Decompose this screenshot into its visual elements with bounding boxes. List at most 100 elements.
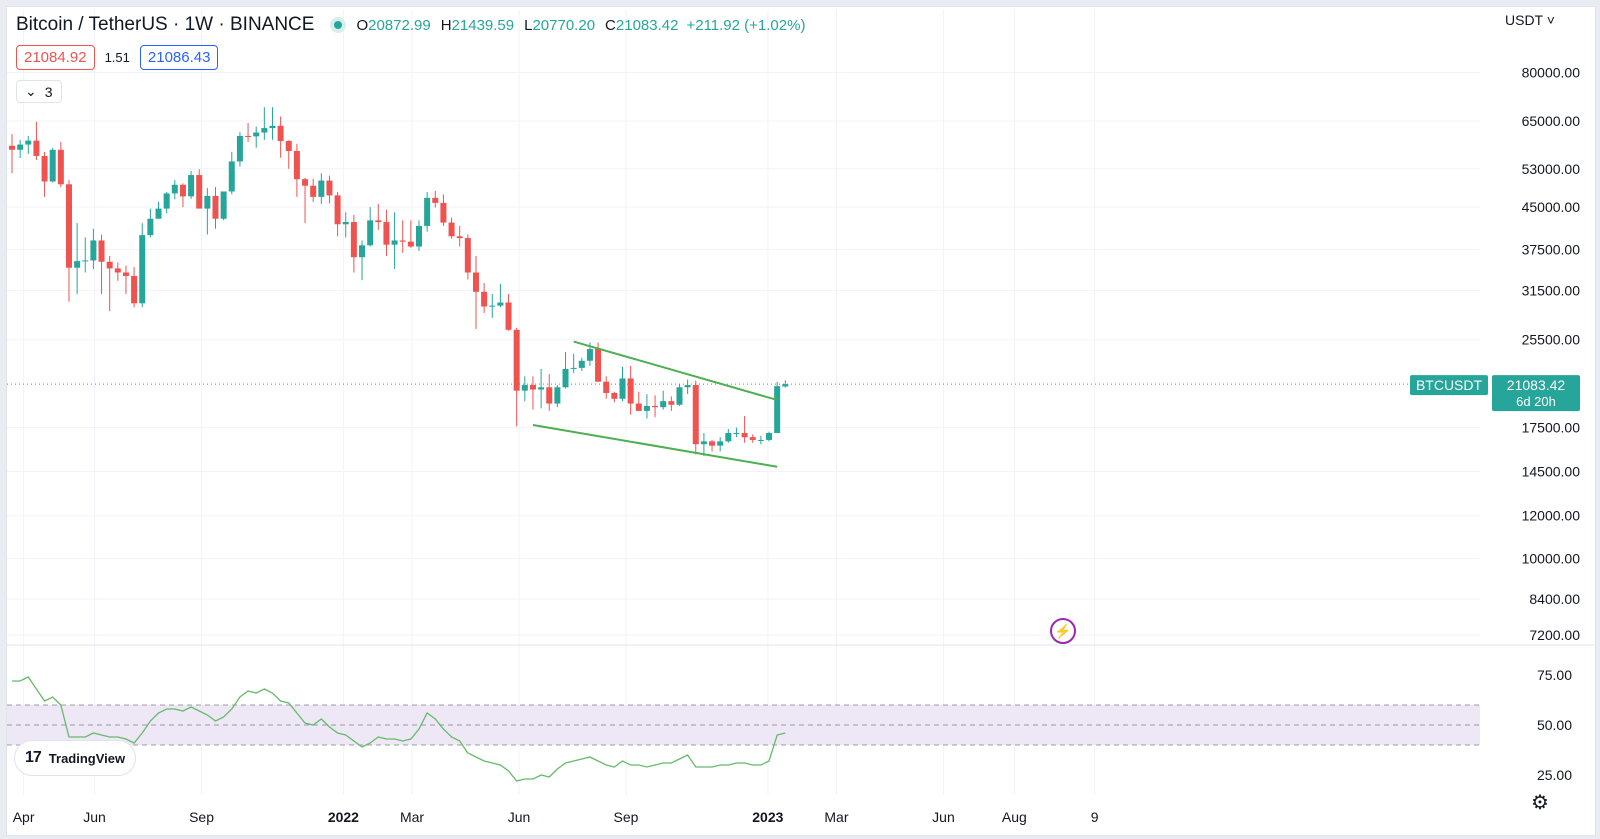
- candle-body-down: [407, 241, 414, 247]
- bar-countdown-label: 6d 20h: [1516, 394, 1556, 409]
- candle-body-down: [709, 441, 716, 446]
- candle-body-up: [766, 433, 773, 440]
- order-panel: 21084.92 1.51 21086.43: [16, 45, 219, 70]
- candle-body-up: [228, 161, 235, 192]
- gear-icon[interactable]: ⚙: [1531, 792, 1549, 814]
- candle-body-down: [432, 197, 439, 203]
- candle-body-down: [41, 155, 48, 182]
- candle-body-down: [98, 240, 105, 262]
- price-axis-tick-label: 25500.00: [1522, 332, 1581, 348]
- candle-body-down: [513, 329, 520, 391]
- candle-body-down: [65, 184, 72, 268]
- trendline-lower: [532, 423, 778, 468]
- candle-body-up: [147, 218, 154, 236]
- price-axis-tick-label: 7200.00: [1529, 627, 1580, 643]
- ohlc-open-key: O: [356, 16, 369, 34]
- candle-body-up: [570, 367, 577, 369]
- sell-price-button[interactable]: 21084.92: [16, 45, 95, 70]
- candle-body-up: [90, 240, 97, 261]
- candle-body-up: [660, 401, 667, 408]
- chart-header: Bitcoin / TetherUS · 1W · BINANCE O20872…: [16, 14, 805, 36]
- candle-body-down: [741, 433, 748, 438]
- candle-body-up: [359, 245, 366, 258]
- candle-body-up: [163, 193, 170, 209]
- candle-body-down: [326, 180, 333, 196]
- tradingview-logo-text: TradingView: [48, 750, 126, 766]
- candle-body-down: [749, 437, 756, 440]
- candle-body-up: [562, 368, 569, 388]
- candle-body-down: [399, 240, 406, 242]
- buy-price-button[interactable]: 21086.43: [139, 45, 219, 70]
- candle-body-down: [692, 385, 699, 445]
- candle-body-up: [171, 184, 178, 194]
- ohlc-low-key: L: [524, 16, 533, 34]
- price-axis-tick-label: 17500.00: [1522, 420, 1581, 436]
- price-axis-tick-label: 37500.00: [1522, 242, 1581, 258]
- rsi-axis-tick-label: 50.00: [1537, 717, 1572, 733]
- candle-body-down: [196, 175, 203, 209]
- chevron-down-icon: ˅: [1542, 12, 1555, 28]
- candle-body-down: [122, 272, 129, 276]
- candle-body-down: [33, 140, 40, 156]
- candle-body-down: [611, 392, 618, 399]
- candle-body-up: [342, 222, 349, 225]
- candle-body-up: [424, 197, 431, 226]
- symbol-title[interactable]: Bitcoin / TetherUS · 1W · BINANCE: [16, 14, 315, 35]
- rsi-axis-tick-label: 25.00: [1537, 767, 1572, 783]
- candle-body-down: [9, 145, 15, 150]
- candle-body-up: [188, 175, 195, 197]
- candle-body-down: [302, 179, 309, 186]
- price-axis-tick-label: 8400.00: [1529, 591, 1580, 607]
- candle-body-down: [277, 125, 284, 142]
- time-axis-tick-label: 2022: [328, 809, 359, 825]
- last-price-tag-box: [1492, 375, 1580, 412]
- currency-selector[interactable]: USDT ˅: [1505, 12, 1555, 28]
- candle-body-up: [25, 140, 32, 145]
- time-axis-tick-label: Apr: [13, 809, 35, 825]
- spread-value: 1.51: [104, 50, 130, 65]
- candle-body-down: [448, 222, 455, 237]
- price-axis-tick-label: 53000.00: [1522, 161, 1581, 177]
- price-axis-tick-label: 31500.00: [1522, 282, 1581, 298]
- time-axis-tick-label: Aug: [1002, 809, 1027, 825]
- candle-body-up: [416, 225, 422, 247]
- time-axis-tick-label: Jun: [932, 809, 955, 825]
- candle-body-up: [261, 128, 268, 133]
- candle-body-up: [684, 385, 691, 388]
- candle-body-up: [757, 439, 764, 441]
- candle-body-down: [464, 238, 471, 273]
- candle-body-down: [212, 195, 219, 219]
- candle-body-up: [538, 387, 545, 390]
- candle-body-down: [529, 385, 536, 390]
- indicators-toggle-button[interactable]: ⌄ 3: [16, 80, 62, 103]
- candle-body-up: [497, 302, 504, 306]
- candle-body-up: [74, 261, 81, 268]
- price-axis-tick-label: 65000.00: [1522, 113, 1581, 129]
- ohlc-close-key: C: [605, 16, 616, 34]
- ohlc-readout: O20872.99 H21439.59 L20770.20 C21083.42: [356, 17, 678, 34]
- ohlc-close-value: 21083.42: [615, 16, 679, 34]
- candle-body-down: [627, 378, 634, 404]
- candle-body-down: [652, 405, 659, 408]
- candle-body-down: [334, 195, 341, 225]
- time-axis-tick-label: Jun: [508, 809, 531, 825]
- chart-frame: [6, 6, 1596, 836]
- market-open-indicator: [334, 21, 343, 29]
- candle-body-up: [619, 378, 626, 399]
- lightning-icon[interactable]: ⚡: [1050, 618, 1076, 644]
- candle-body-up: [643, 405, 650, 411]
- candle-body-down: [375, 220, 382, 223]
- candle-body-down: [285, 141, 292, 151]
- candle-body-down: [179, 184, 186, 197]
- tradingview-logo-icon: 17: [25, 749, 42, 766]
- candle-body-down: [57, 149, 64, 185]
- candle-body-up: [17, 144, 24, 150]
- trendline-upper: [573, 340, 778, 401]
- candle-body-up: [155, 208, 162, 219]
- candle-body-up: [717, 441, 724, 446]
- candle-body-up: [318, 180, 325, 197]
- tradingview-logo[interactable]: 17 TradingView: [14, 740, 137, 776]
- time-axis-tick-label: Jun: [83, 809, 106, 825]
- candle-body-down: [245, 135, 252, 137]
